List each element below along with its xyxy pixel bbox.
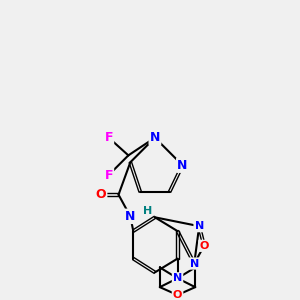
Text: N: N: [177, 159, 188, 172]
Text: F: F: [104, 131, 113, 144]
Text: N: N: [125, 210, 136, 223]
Text: N: N: [190, 259, 199, 269]
Text: O: O: [200, 241, 209, 251]
Text: N: N: [194, 221, 204, 231]
Text: O: O: [95, 188, 106, 201]
Text: F: F: [104, 169, 113, 182]
Text: H: H: [143, 206, 153, 216]
Text: O: O: [173, 290, 182, 300]
Text: N: N: [150, 131, 160, 144]
Text: N: N: [173, 273, 182, 283]
